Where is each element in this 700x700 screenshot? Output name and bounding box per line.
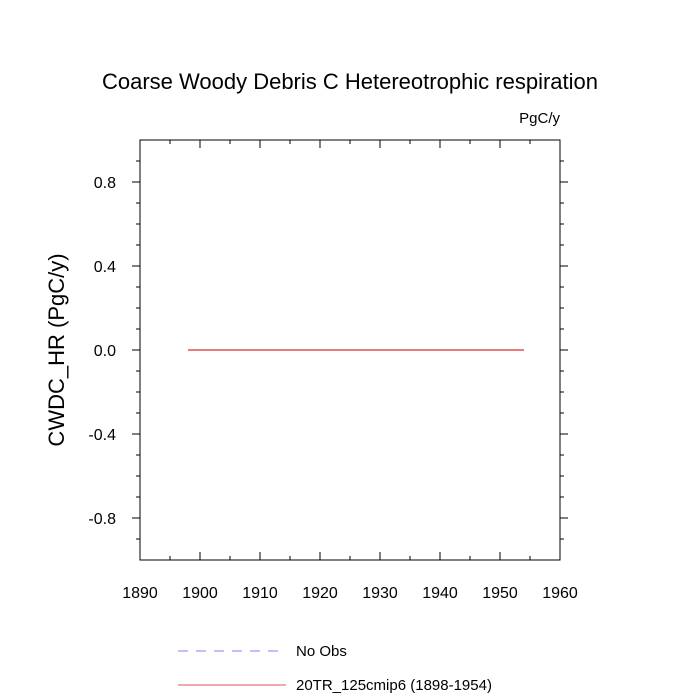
x-tick-label: 1910 bbox=[242, 585, 278, 602]
x-tick-label: 1960 bbox=[542, 585, 578, 602]
legend-label: 20TR_125cmip6 (1898-1954) bbox=[296, 677, 492, 694]
y-tick-label: -0.8 bbox=[88, 511, 116, 528]
axis-ticks: 1890 1900 1910 1920 1930 1940 1950 1960 -0.8 -0.4… bbox=[88, 140, 578, 602]
y-tick-label: 0.8 bbox=[94, 175, 116, 192]
x-tick-label: 1940 bbox=[422, 585, 458, 602]
x-tick-label: 1930 bbox=[362, 585, 398, 602]
x-tick-label: 1900 bbox=[182, 585, 218, 602]
y-tick-label: 0.4 bbox=[94, 259, 116, 276]
plot-frame bbox=[139, 139, 561, 561]
legend: No Obs 20TR_125cmip6 (1898-1954) bbox=[178, 643, 492, 694]
x-tick-label: 1950 bbox=[482, 585, 518, 602]
y-tick-label: 0.0 bbox=[94, 343, 116, 360]
y-tick-label: -0.4 bbox=[88, 427, 116, 444]
legend-label: No Obs bbox=[296, 643, 347, 660]
x-tick-label: 1890 bbox=[122, 585, 158, 602]
units-label: PgC/y bbox=[519, 110, 560, 127]
chart-title: Coarse Woody Debris C Hetereotrophic res… bbox=[102, 69, 598, 94]
x-tick-label: 1920 bbox=[302, 585, 338, 602]
y-axis-label: CWDC_HR (PgC/y) bbox=[44, 253, 69, 446]
